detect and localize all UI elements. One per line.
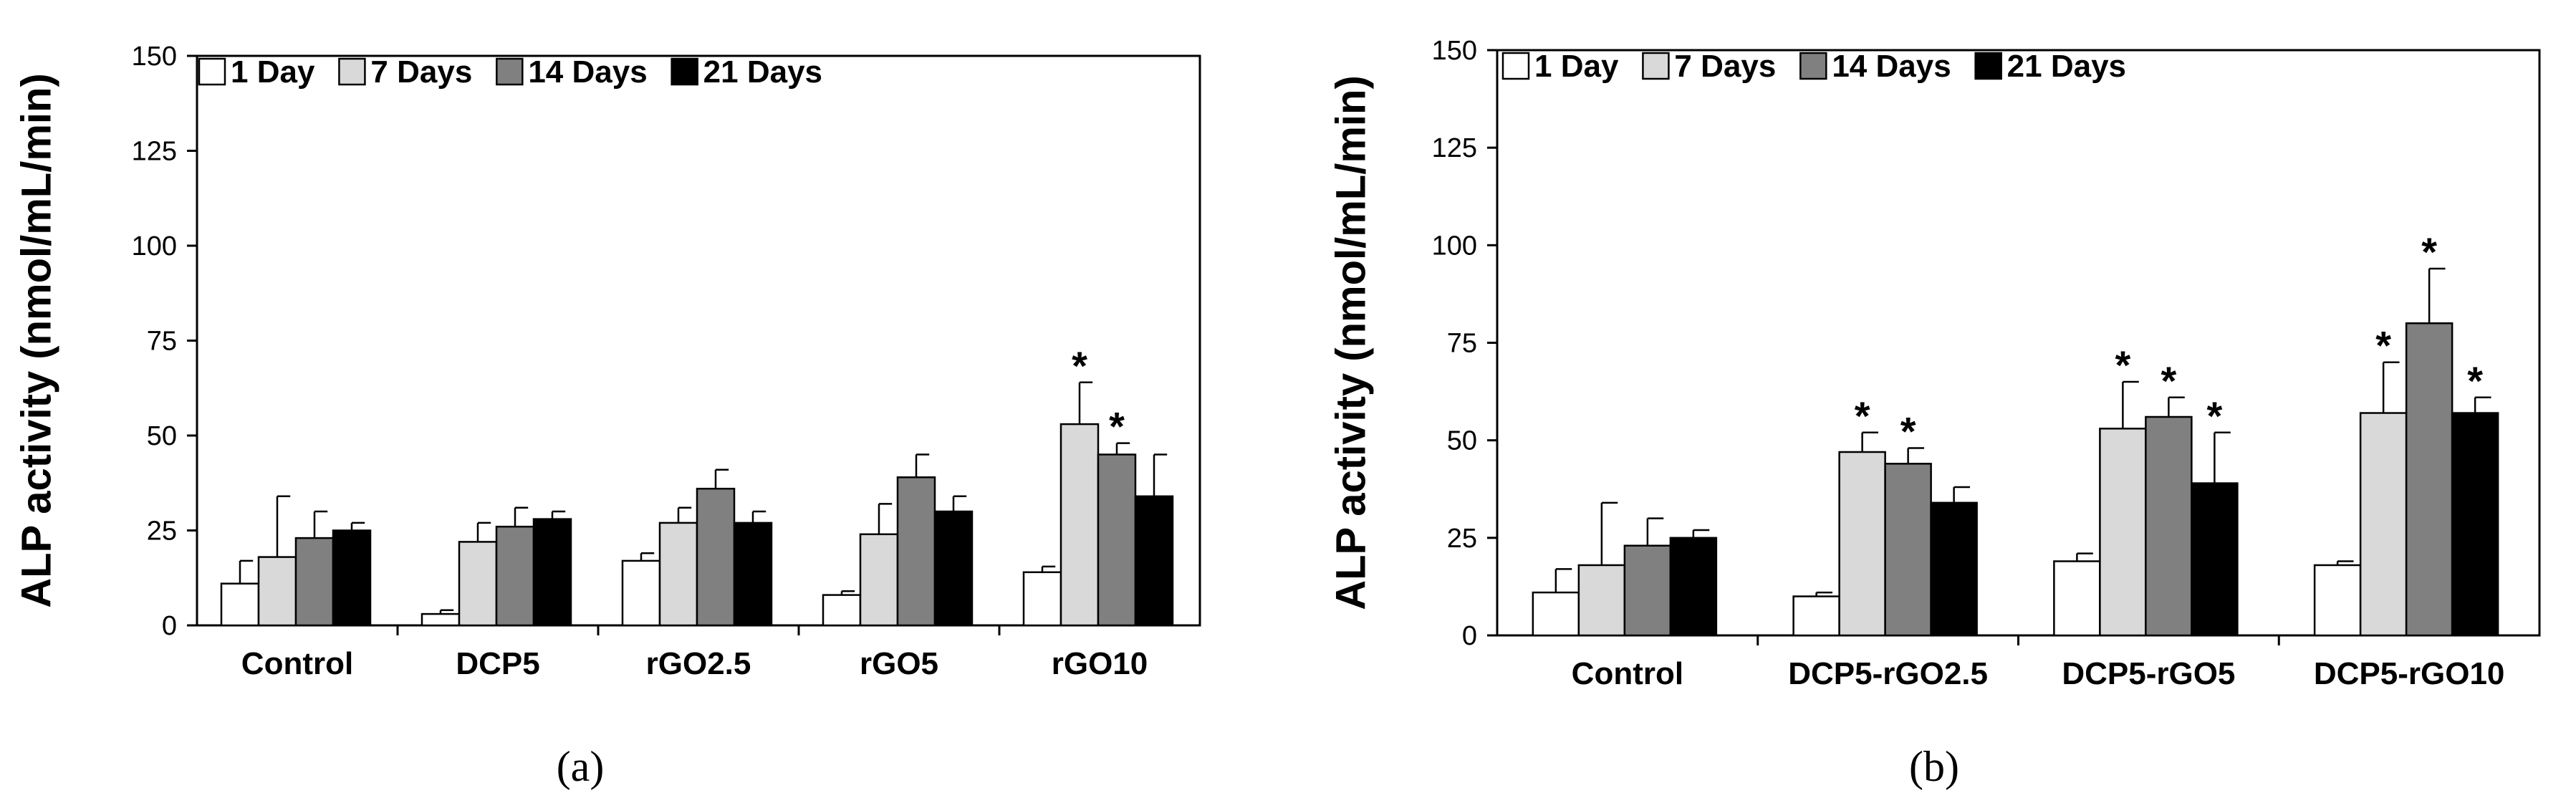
bar bbox=[896, 476, 936, 627]
legend-label: 21 Days bbox=[703, 54, 822, 90]
x-category-label: Control bbox=[241, 646, 353, 681]
y-tick-label: 75 bbox=[1447, 329, 1477, 359]
y-axis-label: ALP activity (nmol/mL/min) bbox=[1327, 75, 1374, 610]
bar bbox=[2099, 428, 2147, 637]
x-category-label: rGO5 bbox=[860, 646, 938, 681]
bar bbox=[532, 518, 572, 627]
bar bbox=[2405, 322, 2454, 637]
legend-label: 14 Days bbox=[528, 54, 647, 90]
y-tick-label: 125 bbox=[1432, 133, 1477, 163]
significance-star: * bbox=[2206, 393, 2222, 438]
bar bbox=[1059, 423, 1100, 627]
bar bbox=[1884, 463, 1932, 637]
legend-label: 7 Days bbox=[370, 54, 472, 90]
bar bbox=[257, 556, 297, 627]
bar bbox=[1097, 453, 1137, 627]
significance-star: * bbox=[2421, 229, 2437, 274]
bar bbox=[1792, 595, 1840, 637]
bar bbox=[2313, 564, 2362, 637]
bar bbox=[1930, 501, 1978, 637]
bar bbox=[1623, 544, 1672, 637]
bar bbox=[2053, 560, 2101, 637]
y-tick-label: 75 bbox=[147, 327, 177, 357]
legend-swatch bbox=[496, 57, 524, 86]
bar bbox=[733, 521, 773, 627]
bar bbox=[696, 487, 736, 627]
significance-star: * bbox=[2115, 342, 2130, 388]
bar bbox=[1134, 495, 1174, 627]
bar bbox=[420, 612, 461, 627]
bar bbox=[1532, 591, 1580, 637]
y-axis-label: ALP activity (nmol/mL/min) bbox=[13, 73, 59, 608]
bar bbox=[1022, 571, 1062, 627]
x-category-label: DCP5-rGO2.5 bbox=[1788, 656, 1988, 691]
bar bbox=[294, 537, 335, 627]
bar bbox=[495, 525, 535, 627]
y-tick-label: 150 bbox=[132, 42, 177, 72]
bar bbox=[933, 510, 974, 627]
y-tick-label: 25 bbox=[147, 516, 177, 547]
x-category-label: DCP5 bbox=[456, 646, 539, 681]
legend-swatch bbox=[671, 57, 698, 86]
bar bbox=[2145, 415, 2193, 637]
bar bbox=[220, 582, 260, 627]
y-tick-label: 50 bbox=[147, 421, 177, 451]
y-tick-label: 125 bbox=[132, 137, 177, 167]
y-tick-label: 0 bbox=[1462, 621, 1477, 651]
legend-swatch bbox=[1974, 52, 2002, 80]
y-tick-label: 50 bbox=[1447, 426, 1477, 456]
chart-panel-b: 0 25 50 75 100 125 150 ALP activity (nmol/mL/mi… bbox=[1327, 36, 2541, 790]
x-category-label: Control bbox=[1572, 656, 1683, 691]
legend-swatch bbox=[198, 57, 226, 86]
panel-label: (b) bbox=[1909, 743, 1959, 790]
bar bbox=[1669, 537, 1718, 637]
x-category-label: DCP5-rGO10 bbox=[2314, 656, 2505, 691]
bar bbox=[1577, 564, 1626, 637]
panel-label: (a) bbox=[557, 743, 605, 790]
bar bbox=[2191, 482, 2239, 637]
significance-star: * bbox=[2375, 323, 2391, 368]
legend-swatch bbox=[1642, 52, 1670, 80]
bar bbox=[2359, 412, 2408, 637]
legend-label: 1 Day bbox=[231, 54, 315, 90]
bar bbox=[658, 521, 698, 627]
bar bbox=[1838, 451, 1886, 637]
significance-star: * bbox=[1072, 343, 1087, 388]
chart-panel-a: 0 25 50 75 100 125 150 ALP activity (nmol/mL/mi… bbox=[13, 42, 1201, 790]
y-tick-label: 150 bbox=[1432, 36, 1477, 66]
bar bbox=[458, 541, 498, 627]
y-tick-label: 0 bbox=[162, 611, 177, 641]
x-category-label: DCP5-rGO5 bbox=[2062, 656, 2235, 691]
significance-star: * bbox=[1855, 393, 1870, 438]
significance-star: * bbox=[2467, 358, 2483, 403]
legend-label: 14 Days bbox=[1832, 49, 1951, 84]
significance-star: * bbox=[1900, 409, 1916, 454]
legend-swatch bbox=[1501, 52, 1530, 80]
legend-label: 21 Days bbox=[2007, 49, 2126, 84]
bar bbox=[822, 594, 862, 627]
significance-star: * bbox=[1109, 404, 1125, 449]
legend-swatch bbox=[1799, 52, 1827, 80]
y-tick-label: 25 bbox=[1447, 524, 1477, 554]
legend-label: 7 Days bbox=[1674, 49, 1776, 84]
y-tick-label: 100 bbox=[132, 231, 177, 261]
x-category-label: rGO10 bbox=[1052, 646, 1148, 681]
significance-star: * bbox=[2161, 358, 2176, 403]
y-tick-label: 100 bbox=[1432, 231, 1477, 261]
bar bbox=[2451, 412, 2499, 637]
x-category-label: rGO2.5 bbox=[646, 646, 751, 681]
bar bbox=[332, 529, 372, 627]
bar bbox=[621, 559, 661, 627]
legend-label: 1 Day bbox=[1534, 49, 1619, 84]
bar bbox=[859, 533, 899, 627]
legend-swatch bbox=[338, 57, 366, 86]
